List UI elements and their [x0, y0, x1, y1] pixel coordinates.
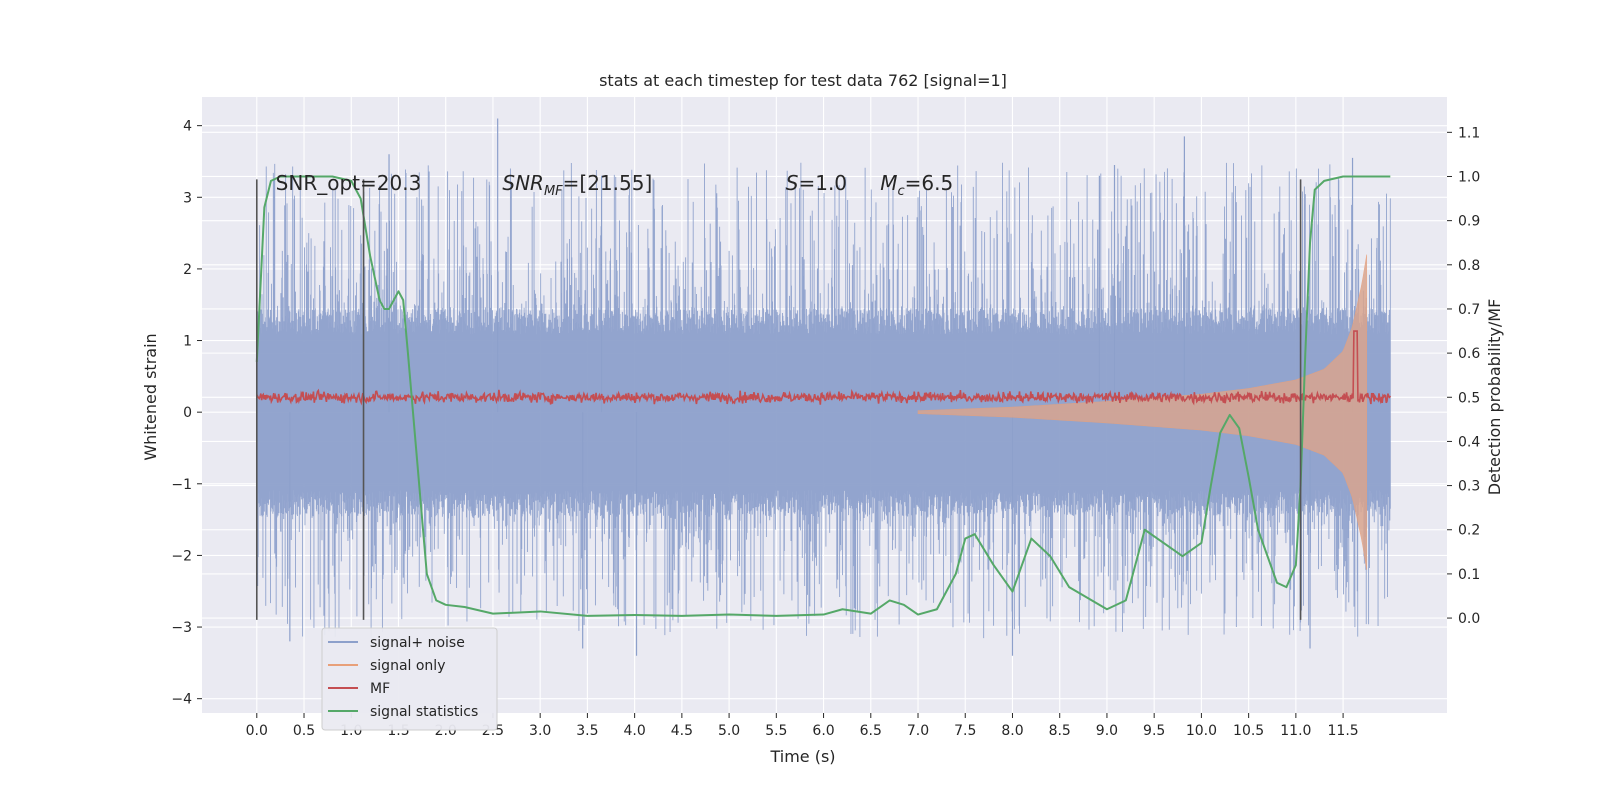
x-tick-label: 0.0 — [246, 723, 268, 739]
y2-tick-label: 0.0 — [1458, 611, 1480, 627]
series-area — [255, 118, 1392, 656]
x-tick-label: 0.5 — [293, 723, 315, 739]
y2-tick-label: 0.4 — [1458, 434, 1480, 450]
vertical-markers — [255, 179, 1302, 620]
x-tick-label: 8.0 — [1001, 723, 1023, 739]
annotations: SNR_opt=20.3 SNRMF=[21.55] S=1.0 Mc=6.5 — [276, 171, 954, 199]
x-tick-label: 11.0 — [1280, 723, 1311, 739]
y2-axis-label: Detection probability/MF — [1485, 299, 1504, 496]
y-tick-label: 1 — [183, 334, 192, 350]
x-tick-label: 3.5 — [576, 723, 598, 739]
y-axis-label: Whitened strain — [141, 333, 160, 460]
y-tick-label: −2 — [171, 548, 192, 564]
y2-tick-label: 0.5 — [1458, 390, 1480, 406]
x-tick-label: 10.5 — [1233, 723, 1264, 739]
y-tick-label: 2 — [183, 262, 192, 278]
x-tick-label: 6.0 — [812, 723, 834, 739]
legend-box — [321, 627, 498, 731]
y-tick-label: 0 — [183, 405, 192, 421]
axes: 0.0 0.5 1.0 1.5 2.0 2.5 3.0 3.5 4.0 4.5 5.0 5.5 6.0 6… — [171, 119, 1480, 739]
x-tick-label: 11.5 — [1328, 723, 1359, 739]
signal-only-series — [917, 254, 1368, 570]
x-tick-label: 4.0 — [623, 723, 645, 739]
x-tick-label: 4.5 — [671, 723, 693, 739]
x-tick-label: 5.0 — [718, 723, 740, 739]
y-tick-label: 3 — [183, 190, 192, 206]
y2-tick-label: 0.7 — [1458, 302, 1480, 318]
y2-tick-label: 0.8 — [1458, 258, 1480, 274]
y2-tick-label: 1.0 — [1458, 169, 1480, 185]
x-tick-label: 3.0 — [529, 723, 551, 739]
annotation: SNR_opt=20.3 — [276, 171, 422, 195]
y2-tick-label: 0.9 — [1458, 214, 1480, 230]
y2-tick-label: 0.1 — [1458, 567, 1480, 583]
y2-tick-label: 1.1 — [1458, 125, 1480, 141]
legend: signal+ noise signal only MF signal statist… — [321, 627, 498, 731]
x-tick-label: 9.0 — [1096, 723, 1118, 739]
annotation: SNRMF=[21.55] — [502, 171, 652, 199]
y-tick-label: −3 — [171, 620, 192, 636]
signal-statistics-series — [255, 175, 1391, 617]
chart-title: stats at each timestep for test data 762… — [599, 71, 1007, 90]
y2-tick-label: 0.2 — [1458, 523, 1480, 539]
legend-entry: signal statistics — [370, 704, 478, 720]
y-tick-label: 4 — [183, 119, 192, 135]
x-tick-label: 6.5 — [860, 723, 882, 739]
mf-series — [256, 330, 1392, 406]
y2-tick-label: 0.3 — [1458, 479, 1480, 495]
text-labels: stats at each timestep for test data 762… — [141, 71, 1504, 766]
x-tick-label: 9.5 — [1143, 723, 1165, 739]
annotation: S=1.0 — [786, 171, 847, 195]
y-tick-label: −1 — [171, 477, 192, 493]
x-tick-label: 7.0 — [907, 723, 929, 739]
legend-entry: signal only — [370, 658, 445, 674]
legend-entry: signal+ noise — [370, 635, 465, 651]
x-tick-label: 5.5 — [765, 723, 787, 739]
x-axis-label: Time (s) — [769, 747, 835, 766]
x-tick-label: 7.5 — [954, 723, 976, 739]
x-tick-label: 8.5 — [1049, 723, 1071, 739]
annotation: Mc=6.5 — [880, 171, 953, 199]
y2-tick-label: 0.6 — [1458, 346, 1480, 362]
y-tick-label: −4 — [171, 692, 192, 708]
legend-entry: MF — [370, 681, 390, 697]
x-tick-label: 10.0 — [1186, 723, 1217, 739]
